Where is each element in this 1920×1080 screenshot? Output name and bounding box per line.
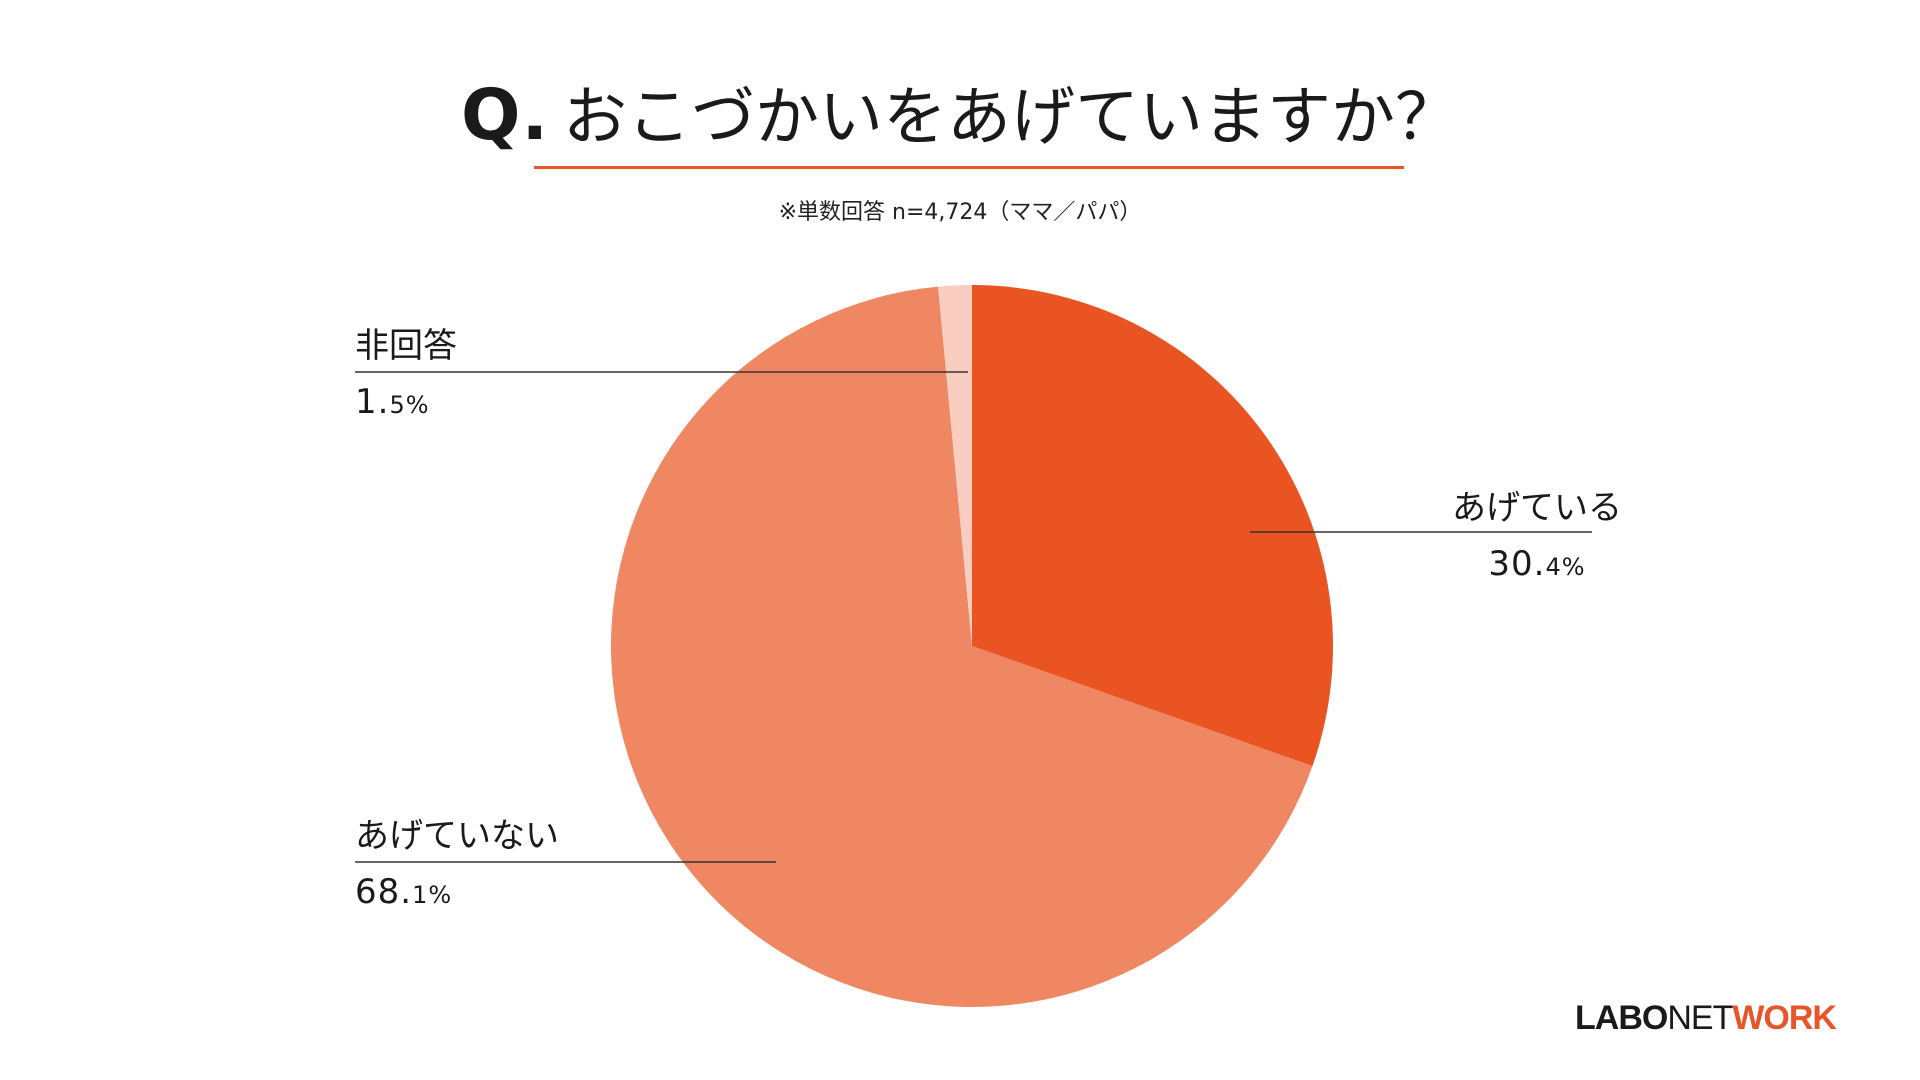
pie-slice-giving [972,285,1333,767]
label-not-giving: あげていない 68.1% [355,814,559,917]
chart-title: Q. おこづかいをあげていますか？ [0,70,1920,163]
question-mark-label: Q. [460,74,550,156]
label-no-answer-percent: 1.5% [355,382,430,422]
label-giving: あげている 30.4% [1452,486,1622,589]
label-not-giving-percent: 68.1% [355,872,453,912]
brand-logo: LABONETWORK [1575,999,1837,1037]
question-text: おこづかいをあげていますか？ [563,81,1460,155]
label-no-answer-name: 非回答 [355,326,457,366]
pie-slice-no-answer [938,285,972,646]
title-underline [534,166,1404,169]
label-no-answer: 非回答 1.5% [355,324,457,427]
label-not-giving-name: あげていない [355,816,559,856]
label-giving-name: あげている [1452,488,1622,528]
pie-slice-not-giving [610,286,1313,1007]
label-giving-percent: 30.4% [1488,544,1586,584]
chart-subtitle: ※単数回答 n=4,724（ママ／パパ） [778,200,1142,225]
